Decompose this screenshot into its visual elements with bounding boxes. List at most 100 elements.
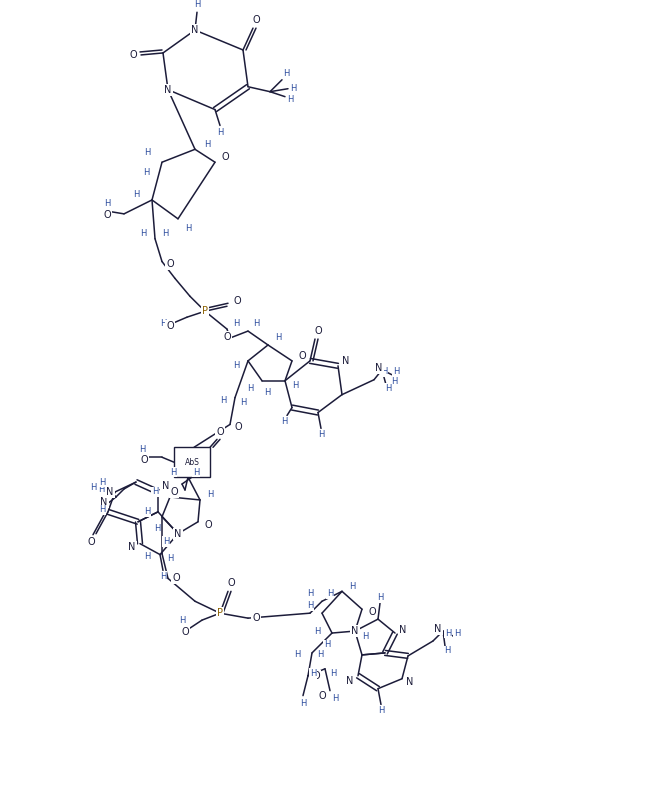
Text: N: N	[174, 529, 182, 539]
Text: N: N	[164, 84, 171, 95]
Text: O: O	[234, 422, 242, 433]
Text: O: O	[166, 321, 174, 331]
Text: H: H	[454, 629, 460, 637]
Text: H: H	[318, 430, 324, 439]
Text: H: H	[163, 537, 170, 546]
Text: H: H	[233, 318, 239, 328]
Text: H: H	[292, 381, 298, 390]
Text: P: P	[202, 307, 208, 316]
Text: H: H	[170, 467, 176, 477]
Text: O: O	[227, 578, 235, 589]
Text: H: H	[349, 582, 355, 591]
Text: O: O	[312, 671, 320, 681]
Text: H: H	[160, 572, 166, 581]
Text: H: H	[300, 699, 306, 708]
Text: H: H	[185, 225, 191, 233]
Text: H: H	[133, 191, 139, 199]
Text: P: P	[217, 608, 223, 618]
Text: H: H	[217, 128, 223, 137]
Text: H: H	[307, 589, 313, 598]
Text: H: H	[233, 362, 239, 370]
Text: N: N	[434, 624, 442, 634]
Text: O: O	[221, 152, 229, 162]
Text: H: H	[283, 69, 289, 78]
Text: N: N	[406, 677, 414, 686]
Text: O: O	[172, 574, 180, 583]
Text: H: H	[152, 488, 158, 496]
Text: H: H	[378, 706, 384, 715]
Text: H: H	[391, 377, 397, 386]
Text: H: H	[162, 229, 168, 238]
FancyBboxPatch shape	[174, 448, 210, 477]
Text: O: O	[129, 50, 137, 60]
Text: O: O	[170, 487, 178, 497]
Text: H: H	[281, 417, 287, 426]
Text: N: N	[375, 362, 382, 373]
Text: O: O	[140, 455, 148, 465]
Text: H: H	[317, 650, 323, 660]
Text: H: H	[362, 631, 368, 641]
Text: H: H	[194, 0, 200, 9]
Text: O: O	[223, 332, 231, 342]
Text: H: H	[207, 490, 213, 500]
Text: N: N	[342, 356, 350, 366]
Text: H: H	[332, 694, 338, 703]
Text: H: H	[314, 626, 320, 636]
Text: O: O	[87, 537, 95, 547]
Text: N: N	[346, 676, 353, 686]
Text: H: H	[393, 367, 399, 377]
Text: H: H	[381, 367, 387, 377]
Text: H: H	[193, 467, 199, 477]
Text: O: O	[252, 15, 260, 25]
Text: H: H	[330, 669, 336, 678]
Text: H: H	[247, 385, 253, 393]
Text: N: N	[191, 25, 198, 35]
Text: H: H	[154, 524, 160, 533]
Text: H: H	[275, 333, 281, 341]
Text: O: O	[204, 520, 212, 530]
Text: H: H	[385, 385, 391, 393]
Text: H: H	[160, 318, 166, 328]
Text: H: H	[90, 482, 96, 492]
Text: H: H	[204, 139, 210, 149]
Text: O: O	[181, 627, 189, 637]
Text: H: H	[144, 552, 150, 561]
Text: H: H	[143, 168, 149, 177]
Text: H: H	[179, 615, 185, 625]
Text: O: O	[298, 351, 306, 361]
Text: H: H	[99, 505, 105, 515]
Text: O: O	[252, 613, 260, 623]
Text: H: H	[324, 641, 330, 649]
Text: H: H	[220, 396, 226, 405]
Text: H: H	[98, 485, 104, 493]
Text: H: H	[144, 148, 150, 157]
Text: H: H	[264, 388, 270, 397]
Text: N: N	[128, 541, 136, 552]
Text: N: N	[106, 487, 114, 497]
Text: H: H	[294, 650, 300, 660]
Text: N: N	[162, 481, 170, 491]
Text: H: H	[444, 646, 450, 656]
Text: H: H	[167, 554, 173, 563]
Text: AbS: AbS	[185, 458, 200, 466]
Text: H: H	[104, 199, 110, 209]
Text: H: H	[310, 669, 316, 678]
Text: H: H	[240, 398, 246, 407]
Text: N: N	[399, 625, 407, 635]
Text: H: H	[327, 589, 333, 598]
Text: H: H	[307, 600, 313, 610]
Text: H: H	[290, 84, 296, 93]
Text: O: O	[103, 210, 111, 220]
Text: O: O	[233, 296, 241, 307]
Text: N: N	[101, 497, 108, 507]
Text: H: H	[445, 629, 451, 637]
Text: H: H	[287, 95, 293, 104]
Text: H: H	[144, 507, 150, 516]
Text: O: O	[318, 690, 326, 701]
Text: N: N	[351, 626, 359, 636]
Text: O: O	[314, 326, 322, 336]
Text: O: O	[368, 608, 376, 617]
Text: O: O	[166, 258, 174, 269]
Text: H: H	[253, 318, 260, 328]
Text: H: H	[99, 478, 105, 486]
